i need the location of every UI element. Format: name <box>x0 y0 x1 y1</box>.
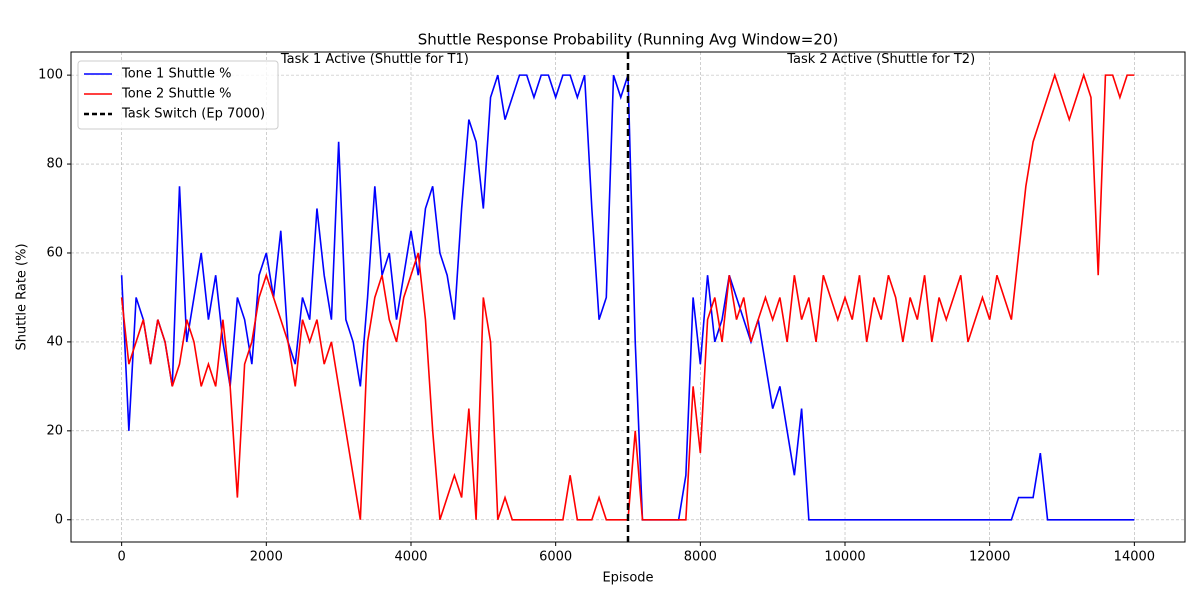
x-axis-label: Episode <box>602 571 653 586</box>
legend-label: Tone 2 Shuttle % <box>121 87 231 102</box>
x-tick-label: 0 <box>117 550 125 565</box>
legend-label: Task Switch (Ep 7000) <box>121 107 265 122</box>
x-tick-label: 8000 <box>684 550 717 565</box>
x-tick-label: 10000 <box>824 550 865 565</box>
y-tick-label: 80 <box>46 157 63 172</box>
y-tick-label: 20 <box>46 423 63 438</box>
y-axis-label: Shuttle Rate (%) <box>15 243 30 350</box>
x-tick-label: 14000 <box>1114 550 1155 565</box>
y-tick-label: 0 <box>55 512 63 527</box>
x-tick-label: 6000 <box>539 550 572 565</box>
x-tick-label: 4000 <box>394 550 427 565</box>
legend-label: Tone 1 Shuttle % <box>121 67 231 82</box>
y-tick-label: 100 <box>38 68 63 83</box>
plot-frame <box>70 51 1186 543</box>
x-tick-label: 2000 <box>250 550 283 565</box>
chart-title: Shuttle Response Probability (Running Av… <box>418 31 839 49</box>
annotation: Task 2 Active (Shuttle for T2) <box>786 52 975 67</box>
y-tick-label: 40 <box>46 334 63 349</box>
legend-box <box>77 60 279 130</box>
annotation: Task 1 Active (Shuttle for T1) <box>280 52 469 67</box>
x-tick-label: 12000 <box>969 550 1010 565</box>
y-tick-label: 60 <box>46 245 63 260</box>
